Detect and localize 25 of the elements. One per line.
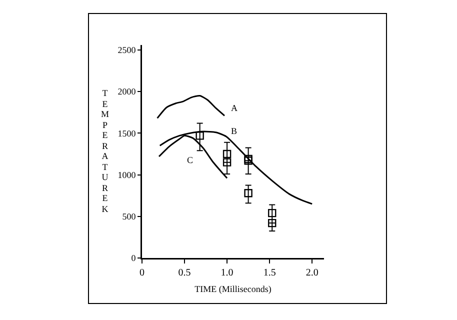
point [222,158,232,166]
y-tick-label: 500 [122,212,136,222]
text: TEMPERATURE K [100,88,109,214]
x-tick-label: 0.5 [178,268,191,278]
point [244,156,252,165]
x-tick-label: 0 [140,268,144,278]
series-label: A [231,103,238,113]
series-label: B [231,126,238,136]
point [222,150,232,158]
y-tick-label: 2000 [118,86,136,97]
series-label: C [187,155,194,165]
y-tick-label: 0 [131,253,136,264]
line-series [156,94,226,119]
point [268,208,276,218]
x-axis-title: TIME (Milliseconds) [194,284,272,294]
point [268,218,276,228]
x-tick-label: 1.5 [263,268,276,278]
y-tick-label: 2500 [118,45,136,56]
x-tick-label: 2.0 [306,268,318,278]
point [196,132,204,140]
y-tick-label: 1000 [118,170,136,180]
point [244,189,252,198]
x-tick-label: 1.0 [220,268,234,278]
point [244,154,252,164]
y-tick-label: 1500 [118,128,136,138]
